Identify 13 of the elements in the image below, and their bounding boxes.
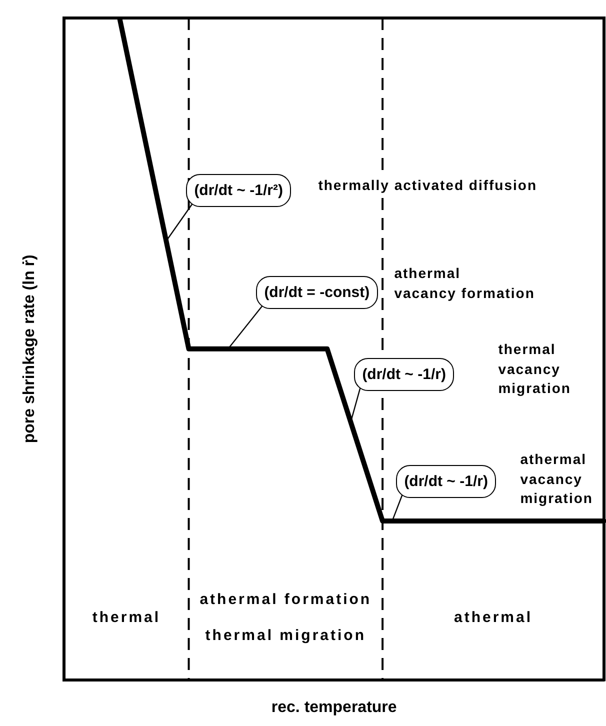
annotation: athermal (452, 608, 534, 628)
annotation: (dr/dt ~ -1/r) (354, 358, 454, 391)
annotation: thermal (91, 608, 162, 628)
x-axis-title: rec. temperature (271, 698, 397, 716)
annotation: (dr/dt = -const) (256, 276, 378, 309)
annotation: (dr/dt ~ -1/r) (396, 465, 496, 498)
annotation: thermal vacancy migration (496, 340, 573, 399)
y-axis-title: pore shrinkage rate (ln ṙ) (21, 254, 38, 444)
annotation: athermal vacancy migration (518, 450, 595, 509)
text: athermal formation thermal migration (200, 590, 372, 644)
annotation: (dr/dt ~ -1/r²) (186, 174, 291, 207)
annotation: thermally activated diffusion (316, 176, 540, 196)
annotation: athermal vacancy formation (392, 264, 537, 304)
